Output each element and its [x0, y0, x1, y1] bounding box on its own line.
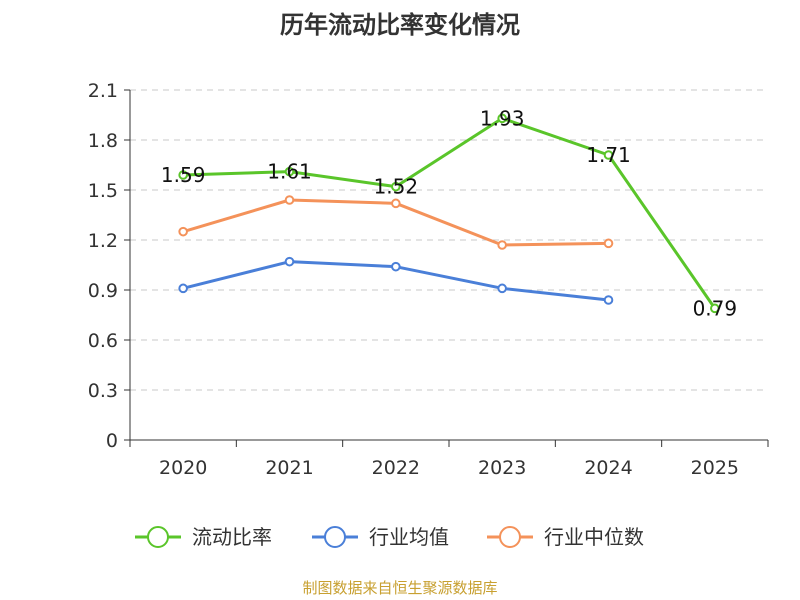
legend-item-0[interactable]: 流动比率 — [135, 525, 272, 549]
grid — [130, 89, 768, 391]
x-tick-label: 2024 — [584, 457, 632, 479]
series-1 — [178, 256, 614, 305]
legend-label: 行业均值 — [369, 525, 449, 549]
data-label: 1.52 — [374, 175, 419, 199]
x-tick-label: 2023 — [478, 457, 526, 479]
x-tick-label: 2025 — [691, 457, 739, 479]
data-point — [178, 170, 188, 180]
y-tick-label: 0.3 — [88, 380, 118, 402]
data-label: 1.71 — [586, 143, 631, 167]
y-tick-label: 1.8 — [88, 130, 118, 152]
data-point — [178, 283, 188, 294]
series-0 — [178, 113, 720, 314]
data-point — [284, 256, 295, 267]
y-tick-label: 1.2 — [88, 230, 118, 252]
series-layer — [178, 113, 720, 314]
data-point — [391, 181, 401, 192]
legend-item-1[interactable]: 行业均值 — [312, 525, 449, 549]
axes: 0 0.3 0.6 0.9 1.2 1.5 1.8 2.1 2020 2021 2022 2023 20… — [88, 80, 769, 479]
legend-item-2[interactable]: 行业中位数 — [487, 525, 644, 549]
legend-label: 行业中位数 — [544, 525, 644, 549]
data-point — [710, 303, 720, 314]
legend[interactable]: 流动比率 行业均值 行业中位数 — [135, 525, 644, 549]
data-point — [497, 113, 507, 124]
data-point — [603, 238, 614, 249]
data-label: 1.61 — [267, 160, 312, 184]
x-tick-label: 2020 — [159, 457, 207, 479]
data-point — [603, 150, 614, 160]
data-label: 0.79 — [693, 296, 738, 320]
y-tick-label: 2.1 — [88, 80, 118, 102]
legend-label: 流动比率 — [192, 525, 272, 549]
x-tick-label: 2021 — [265, 457, 313, 479]
y-tick-label: 0.6 — [88, 330, 118, 352]
series-line — [183, 116, 717, 310]
data-point — [284, 166, 295, 177]
data-labels: 1.59 1.61 1.52 1.93 1.71 0.79 — [161, 106, 737, 320]
data-point — [603, 295, 614, 305]
x-tick-label: 2022 — [372, 457, 420, 479]
data-point — [391, 198, 401, 209]
data-label: 1.59 — [161, 163, 206, 187]
chart-title: 历年流动比率变化情况 — [280, 11, 520, 39]
data-point — [391, 261, 401, 272]
y-tick-label: 0.9 — [88, 280, 118, 302]
series-2 — [178, 195, 614, 250]
data-point — [497, 240, 507, 250]
y-tick-label: 1.5 — [88, 180, 118, 202]
y-tick-label: 0 — [106, 430, 118, 452]
legend-marker — [147, 526, 169, 548]
legend-marker — [499, 526, 521, 548]
data-point — [497, 283, 507, 294]
legend-marker — [324, 526, 346, 548]
data-point — [284, 195, 295, 205]
data-label: 1.93 — [480, 106, 525, 130]
data-point — [178, 226, 188, 237]
source-note: 制图数据来自恒生聚源数据库 — [302, 579, 497, 597]
